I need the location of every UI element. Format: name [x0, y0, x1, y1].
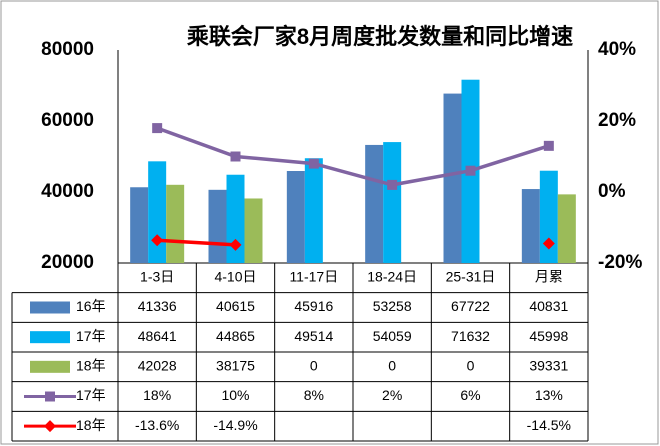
- table-value: 18%: [143, 387, 171, 403]
- y2-tick-label: -20%: [598, 252, 642, 273]
- bar: [166, 184, 185, 263]
- table-value: 0: [388, 358, 396, 374]
- legend-key: [30, 331, 70, 344]
- marker: [230, 151, 241, 162]
- marker: [152, 123, 163, 134]
- table-value: 71632: [451, 328, 490, 344]
- marker: [543, 140, 554, 151]
- legend-label: 17年: [76, 387, 106, 403]
- legend-key: [30, 360, 70, 373]
- legend-label: 17年: [76, 328, 106, 344]
- x-tick-label: 4-10日: [214, 269, 256, 285]
- bar: [365, 144, 384, 263]
- bar: [557, 194, 576, 263]
- bar: [286, 170, 305, 263]
- table-value: 44865: [216, 328, 255, 344]
- y2-tick-label: 20%: [598, 110, 636, 131]
- table-value: 45998: [529, 328, 568, 344]
- table-value: 40615: [216, 298, 255, 314]
- bar: [208, 189, 227, 263]
- marker: [542, 237, 555, 250]
- bar: [539, 170, 558, 263]
- table-value: 67722: [451, 298, 490, 314]
- bar: [521, 189, 540, 263]
- table-value: 40831: [529, 298, 568, 314]
- marker: [229, 238, 242, 251]
- table-value: 45916: [294, 298, 333, 314]
- marker: [151, 234, 164, 247]
- bar: [383, 142, 402, 263]
- bar: [148, 161, 167, 263]
- marker: [387, 179, 398, 190]
- table-value: 38175: [216, 358, 255, 374]
- x-tick-label: 18-24日: [367, 269, 417, 285]
- table-value: -13.6%: [135, 417, 179, 433]
- y-tick-label: 20000: [41, 252, 94, 273]
- legend-label: 18年: [76, 358, 106, 374]
- table-value: 2%: [382, 387, 402, 403]
- table-value: 0: [467, 358, 475, 374]
- y-tick-label: 80000: [41, 39, 94, 60]
- table-value: 10%: [221, 387, 249, 403]
- marker: [465, 165, 476, 176]
- x-tick-label: 11-17日: [289, 269, 338, 285]
- bar: [443, 93, 462, 263]
- y-tick-label: 40000: [41, 181, 94, 202]
- bar: [130, 187, 149, 263]
- table-value: 6%: [460, 387, 480, 403]
- y2-tick-label: 40%: [598, 39, 636, 60]
- table-value: -14.5%: [527, 417, 571, 433]
- legend-label: 16年: [76, 298, 106, 314]
- table-value: 53258: [373, 298, 412, 314]
- bar: [244, 198, 263, 263]
- marker: [308, 158, 319, 169]
- plot-area: [130, 79, 576, 263]
- legend-label: 18年: [76, 417, 106, 433]
- y-tick-label: 60000: [41, 110, 94, 131]
- table-value: 39331: [529, 358, 568, 374]
- x-tick-label: 月累: [535, 269, 563, 285]
- legend-key: [30, 301, 70, 314]
- table-value: 49514: [294, 328, 333, 344]
- table-value: 13%: [535, 387, 563, 403]
- x-tick-label: 25-31日: [446, 269, 496, 285]
- table-value: 0: [310, 358, 318, 374]
- chart-title: 乘联会厂家8月周度批发数量和同比增速: [186, 24, 573, 49]
- line: [156, 126, 550, 187]
- bar: [304, 158, 323, 263]
- table-value: 42028: [138, 358, 177, 374]
- table-value: 41336: [138, 298, 177, 314]
- table-value: -14.9%: [213, 417, 257, 433]
- table-value: 48641: [138, 328, 177, 344]
- table-value: 8%: [304, 387, 324, 403]
- y2-tick-label: 0%: [598, 181, 626, 202]
- bar: [226, 174, 245, 263]
- legend-marker: [45, 391, 55, 402]
- legend-marker: [44, 420, 56, 433]
- x-tick-label: 1-3日: [140, 269, 174, 285]
- table-value: 54059: [373, 328, 412, 344]
